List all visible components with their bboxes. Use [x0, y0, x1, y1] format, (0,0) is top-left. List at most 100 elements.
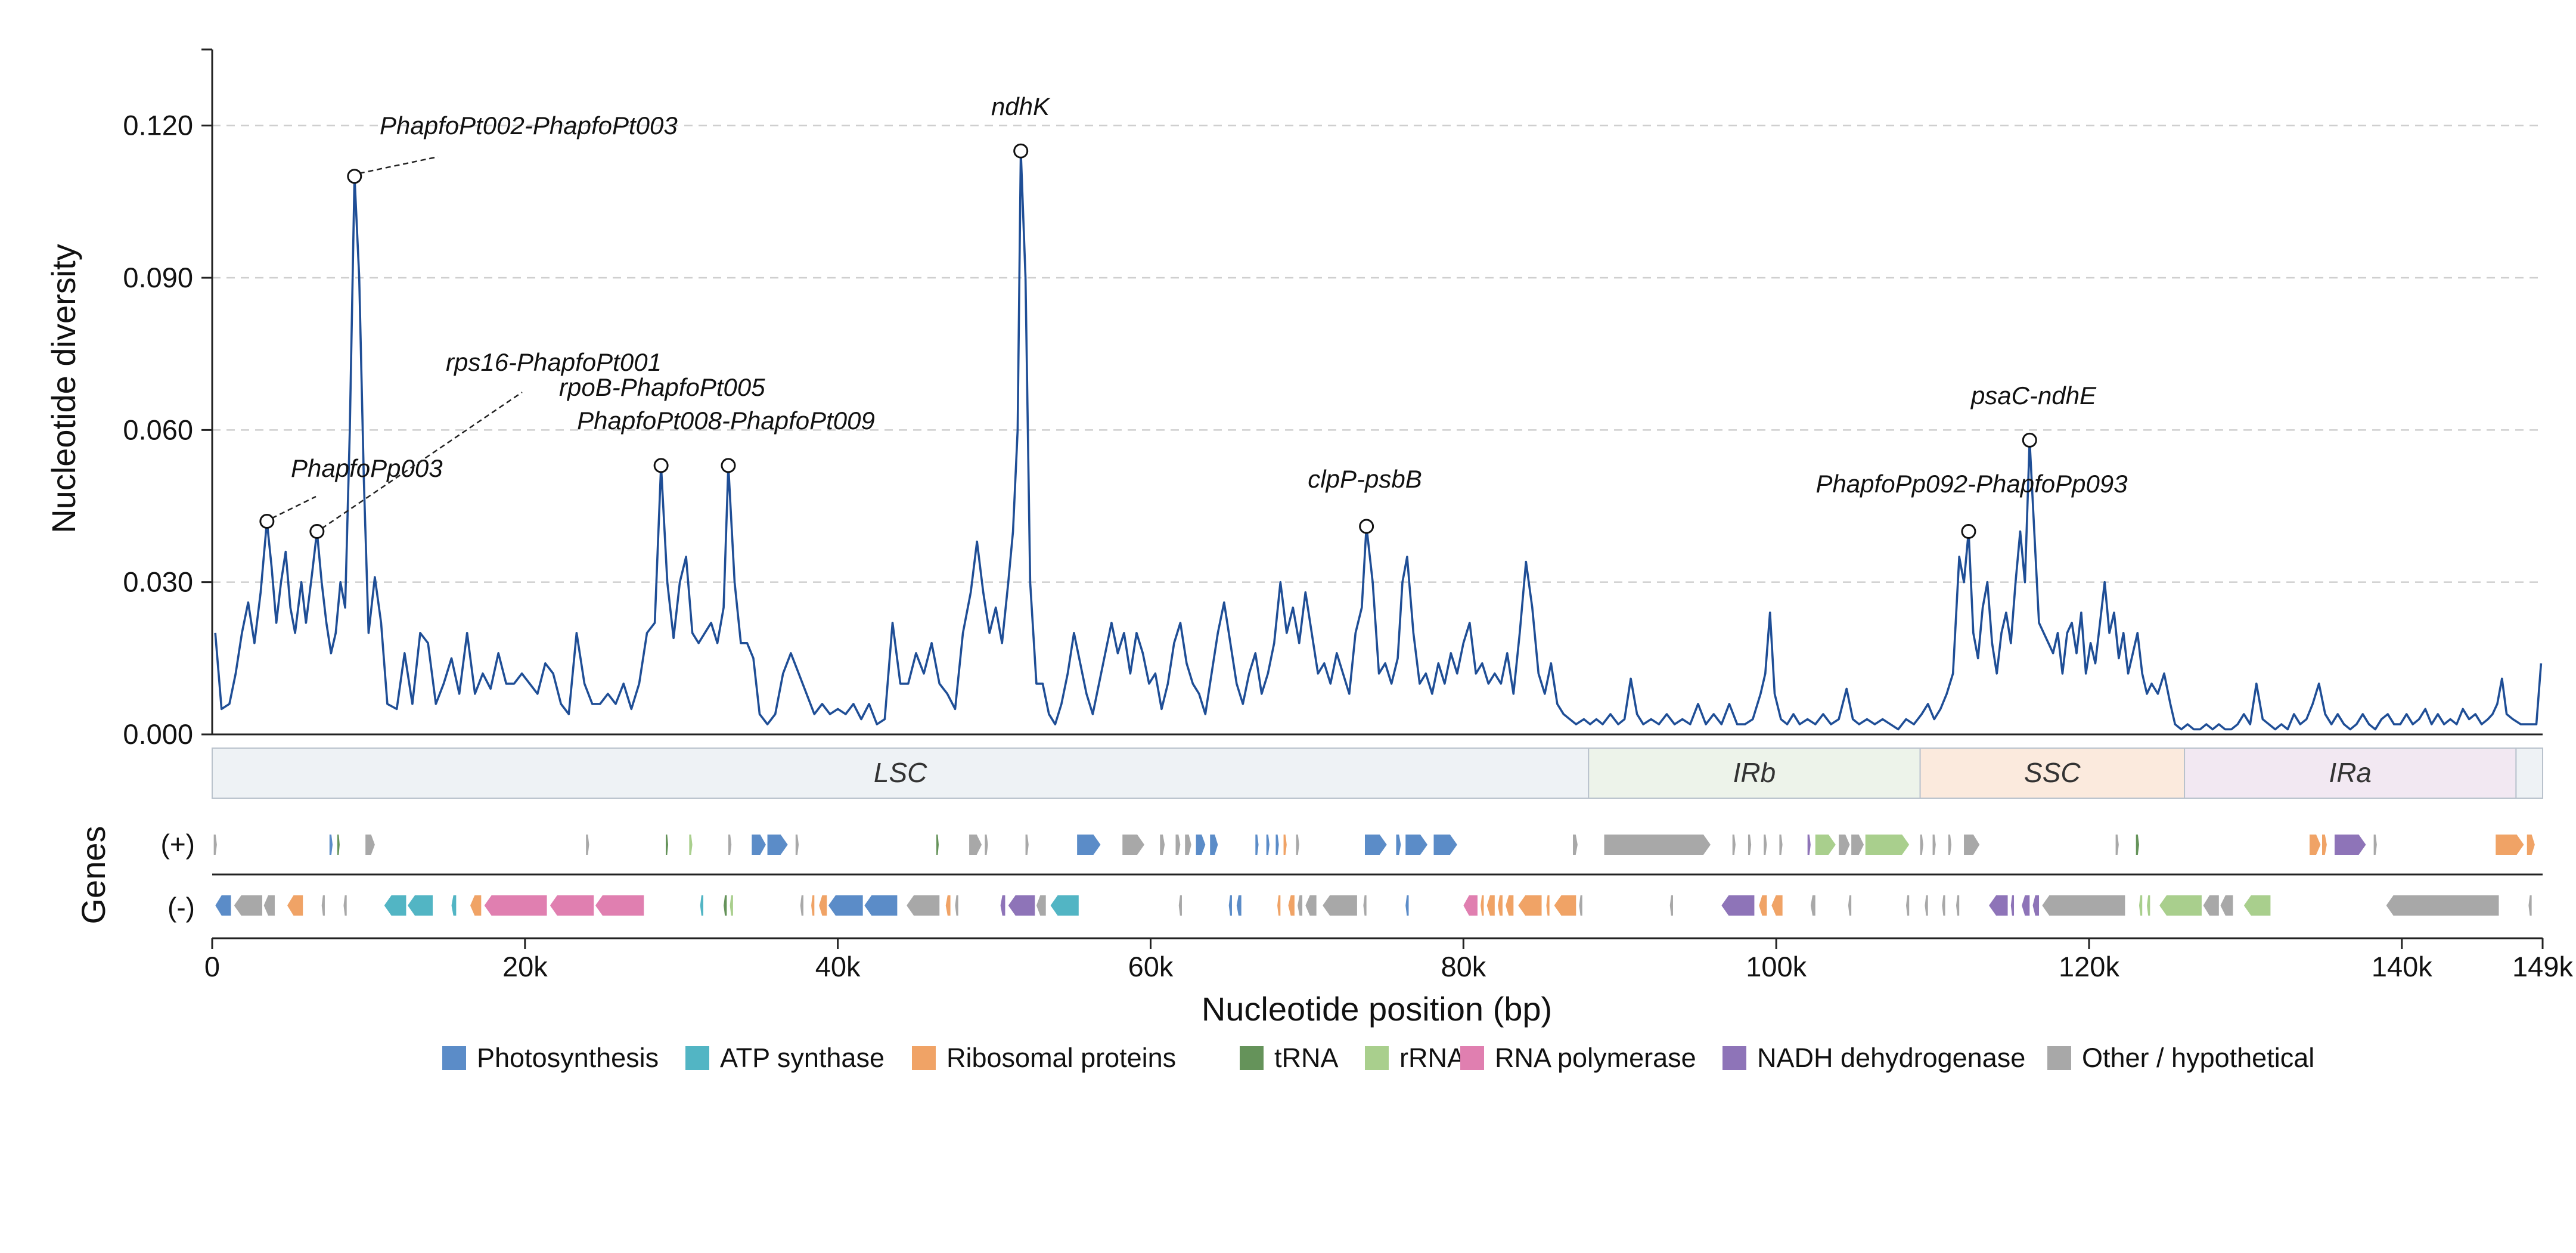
gene-other — [1848, 895, 1852, 916]
gene-ndh — [2010, 895, 2015, 916]
gene-other — [234, 895, 262, 916]
gene-ribosomal — [2496, 835, 2524, 855]
gene-other — [1579, 895, 1582, 916]
x-tick-label: 149k — [2512, 951, 2573, 982]
legend-swatch — [1365, 1046, 1389, 1070]
peak-label: PhapfoPt008-PhapfoPt009 — [577, 407, 875, 435]
gene-other — [1604, 835, 1711, 855]
grid-lines — [212, 125, 2543, 583]
gene-ndh — [2032, 895, 2040, 916]
region-ssc — [1919, 748, 2186, 799]
peak-label: rps16-PhapfoPt001 — [446, 348, 662, 376]
gene-rrna — [1815, 835, 1836, 855]
gene-atp — [451, 895, 457, 916]
gene-trna — [936, 835, 939, 855]
gene-other — [795, 835, 799, 855]
gene-atp — [408, 895, 433, 916]
gene-ndh — [1989, 895, 2008, 916]
gene-rrna — [730, 895, 733, 916]
genome-region-bar: LSC IRb SSC IRa — [212, 748, 2543, 799]
y-tick-label: 0.090 — [123, 262, 193, 293]
gene-photosynthesis — [329, 835, 333, 855]
peak-label: PhapfoPp003 — [291, 454, 443, 482]
gene-other — [1305, 895, 1317, 916]
peak-marker — [1961, 524, 1976, 539]
gene-other — [2115, 835, 2119, 855]
gene-ribosomal — [945, 895, 951, 916]
gene-trna — [2136, 835, 2139, 855]
peak-marker — [721, 458, 736, 473]
gene-photosynthesis — [828, 895, 863, 916]
gene-other — [1732, 835, 1736, 855]
gene-ndh — [2022, 895, 2030, 916]
gene-other — [343, 895, 347, 916]
gene-photosynthesis — [215, 895, 231, 916]
annotation-leader-line — [271, 495, 316, 519]
peak-marker — [653, 458, 669, 473]
gene-other — [1363, 895, 1367, 916]
y-tick-label: 0.060 — [123, 414, 193, 445]
gene-ribosomal — [1546, 895, 1550, 916]
gene-other — [2203, 895, 2219, 916]
legend-label: RNA polymerase — [1495, 1043, 1696, 1073]
gene-trna — [724, 895, 727, 916]
region-label: IRb — [1733, 757, 1776, 788]
peak-label: PhapfoPt002-PhapfoPt003 — [380, 111, 678, 139]
gene-other — [1185, 835, 1191, 855]
gene-photosynthesis — [864, 895, 898, 916]
gene-rnapol — [1463, 895, 1478, 916]
peak-label: psaC-ndhE — [1970, 382, 2097, 410]
legend-label: Photosynthesis — [477, 1043, 659, 1073]
gene-trna — [666, 835, 669, 855]
gene-ribosomal — [2527, 835, 2535, 855]
gene-other — [1956, 895, 1960, 916]
gene-other — [1573, 835, 1578, 855]
gene-rrna — [2159, 895, 2202, 916]
gene-other — [1942, 895, 1945, 916]
peak-label: rpoB-PhapfoPt005 — [559, 373, 765, 401]
gene-ribosomal — [1554, 895, 1576, 916]
y-axis: 0.000 0.030 0.060 0.090 0.120 — [123, 48, 2543, 750]
minus-strand-label: (-) — [167, 892, 195, 923]
legend-swatch — [1722, 1046, 1746, 1070]
x-tick-label: 120k — [2059, 951, 2119, 982]
gene-ndh — [1807, 835, 1811, 855]
y-tick-label: 0.000 — [123, 718, 193, 750]
x-tick-label: 140k — [2372, 951, 2432, 982]
gene-other — [907, 895, 940, 916]
legend-label: Ribosomal proteins — [946, 1043, 1176, 1073]
x-tick-label: 80k — [1441, 951, 1486, 982]
gene-other — [2528, 895, 2532, 916]
legend-swatch — [2047, 1046, 2071, 1070]
gene-photosynthesis — [1228, 895, 1232, 916]
gene-photosynthesis — [767, 835, 788, 855]
region-ira — [2184, 748, 2517, 799]
peak-annotations: PhapfoPt002-PhapfoPt003 ndhK PhapfoPp003 rp… — [259, 92, 2128, 539]
gene-ribosomal — [811, 895, 815, 916]
x-tick-label: 100k — [1746, 951, 1807, 982]
gene-rrna — [1865, 835, 1910, 855]
legend-label: rRNA — [1399, 1043, 1465, 1073]
gene-other — [1669, 895, 1673, 916]
gene-other — [1964, 835, 1980, 855]
gene-rnapol — [484, 895, 547, 916]
gene-atp — [700, 895, 703, 916]
gene-other — [2220, 895, 2233, 916]
gene-ribosomal — [1518, 895, 1542, 916]
gene-ndh — [1721, 895, 1755, 916]
gene-rnapol — [550, 895, 594, 916]
legend-swatch — [1460, 1046, 1484, 1070]
gene-ribosomal — [2310, 835, 2321, 855]
gene-photosynthesis — [1433, 835, 1457, 855]
gene-other — [2386, 895, 2499, 916]
gene-photosynthesis — [1210, 835, 1218, 855]
peak-marker — [1013, 143, 1029, 159]
gene-other — [1932, 835, 1936, 855]
gene-photosynthesis — [752, 835, 766, 855]
gene-other — [1178, 895, 1182, 916]
gene-ribosomal — [287, 895, 303, 916]
diversity-line — [214, 150, 2543, 731]
gene-ribosomal — [1486, 895, 1495, 916]
gene-rrna — [689, 835, 693, 855]
